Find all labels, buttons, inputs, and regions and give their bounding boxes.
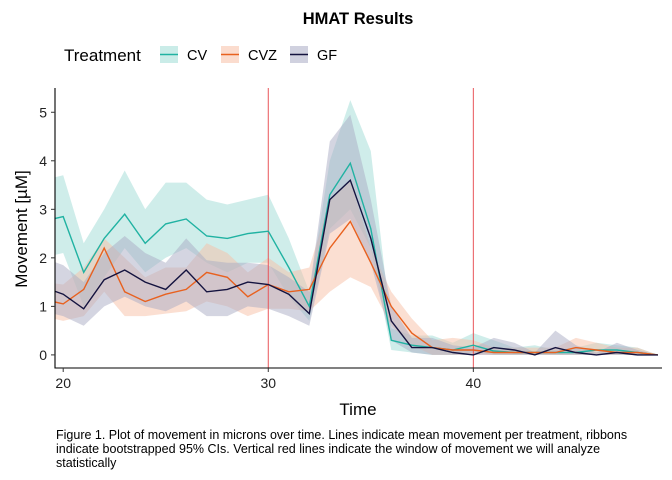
legend: Treatment CV CVZ GF [64, 46, 337, 65]
series-line-cvz [55, 220, 658, 356]
figure-caption: Figure 1. Plot of movement in microns ov… [56, 428, 628, 470]
y-tick-label: 2 [39, 250, 47, 266]
y-tick-label: 5 [39, 104, 47, 120]
legend-title: Treatment [64, 46, 141, 65]
ribbon-cvz [55, 180, 658, 355]
ribbon-gf [55, 114, 658, 355]
legend-label-cvz: CVZ [248, 48, 277, 64]
ribbons-layer [55, 100, 658, 355]
axes: 0 1 2 3 4 5 20 30 40 [39, 88, 662, 391]
series-line-gf [55, 178, 658, 356]
legend-label-cv: CV [187, 48, 207, 64]
chart-title: HMAT Results [303, 10, 414, 28]
y-tick-label: 3 [39, 201, 47, 217]
y-tick-label: 1 [39, 298, 47, 314]
y-tick-label: 4 [39, 153, 47, 169]
x-tick-label: 20 [55, 375, 71, 391]
x-tick-label: 30 [260, 375, 276, 391]
x-tick-label: 40 [466, 375, 482, 391]
y-tick-label: 0 [39, 347, 47, 363]
y-axis-label: Movement [µM] [12, 170, 31, 288]
vlines-layer [267, 88, 474, 368]
legend-label-gf: GF [317, 48, 337, 64]
lines-layer [55, 161, 658, 356]
x-axis-label: Time [339, 400, 376, 419]
